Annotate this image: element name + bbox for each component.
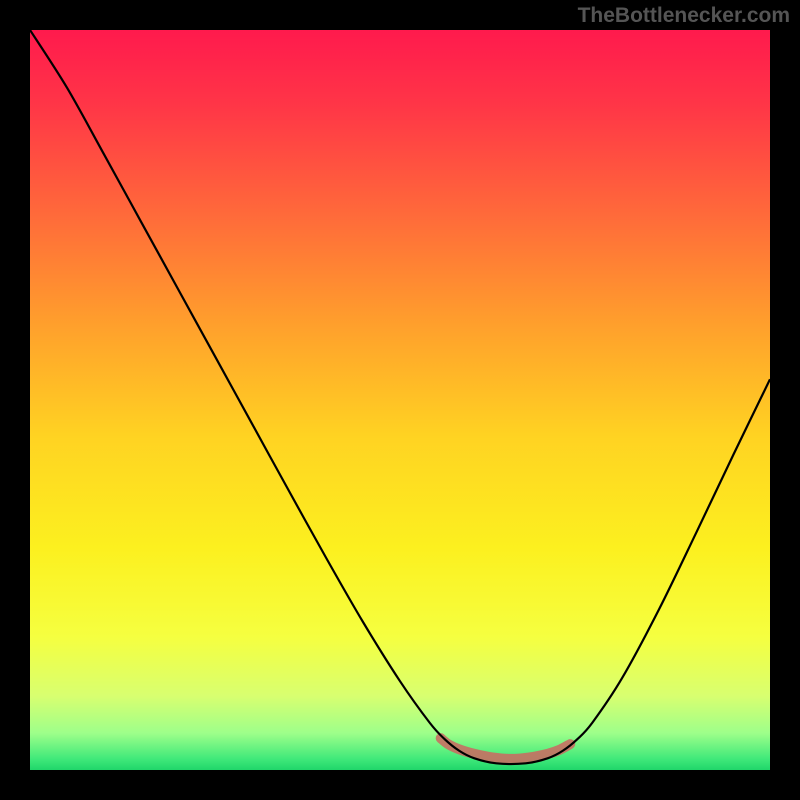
watermark-text: TheBottlenecker.com <box>578 4 790 28</box>
chart-container: TheBottlenecker.com <box>0 0 800 800</box>
plot-background-gradient <box>30 30 770 770</box>
bottleneck-chart <box>0 0 800 800</box>
